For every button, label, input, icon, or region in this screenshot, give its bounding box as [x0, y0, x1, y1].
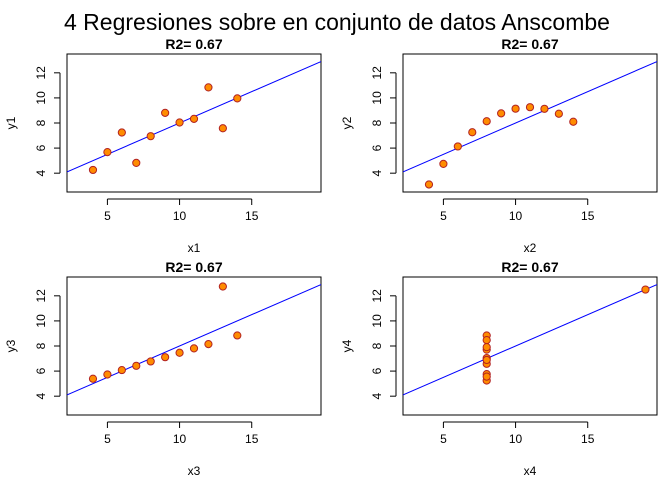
chart-2-data-point: [525, 103, 535, 112]
chart-3-y-axis-title: y3: [4, 339, 18, 352]
chart-1-data-point: [161, 108, 170, 117]
chart-2-y-tick-label: 6: [370, 144, 384, 151]
chart-2-y-axis-title: y2: [340, 116, 354, 129]
chart-1-y-tick-label: 8: [34, 119, 48, 126]
main-title: 4 Regresiones sobre en conjunto de datos…: [64, 9, 610, 35]
chart-1-data-point: [189, 114, 199, 123]
chart-2-data-point: [439, 159, 448, 168]
chart-4-y-axis-title: y4: [340, 339, 354, 352]
scatter-panel-2: R2= 0.67 5 10 15 4 6 8 10 12 x2 y2: [340, 36, 658, 255]
chart-4-y-tick-label: 4: [370, 393, 384, 400]
chart-4-x-axis-title: x4: [524, 464, 537, 478]
chart-3-data-point: [103, 370, 112, 379]
chart-2-regression-line: [403, 61, 657, 173]
chart-4-data-point: [482, 343, 491, 352]
chart-1-x-tick-label: 5: [104, 209, 111, 223]
chart-3-x-tick-label: 5: [104, 432, 111, 446]
scatter-panel-3: R2= 0.67 5 10 15 4 6 8 10 12 x3 y3: [4, 259, 322, 478]
chart-1-data-point: [233, 94, 242, 103]
chart-1-data-point: [146, 132, 155, 141]
chart-2-data-point: [540, 104, 549, 113]
chart-4-x-tick-label: 5: [440, 432, 447, 446]
chart-3-data-point: [233, 331, 242, 340]
chart-1-x-tick-label: 10: [173, 209, 187, 223]
chart-1-data-point: [103, 148, 112, 157]
chart-1-data-point: [117, 128, 126, 137]
chart-4-y-tick-label: 10: [370, 314, 384, 328]
chart-2-data-point: [511, 104, 520, 113]
chart-2-y-tick-label: 8: [370, 119, 384, 126]
chart-3-title: R2= 0.67: [165, 259, 222, 275]
chart-4-data-point: [482, 372, 491, 381]
chart-3-y-tick-label: 10: [34, 314, 48, 328]
scatter-panel-4: R2= 0.67 5 10 15 4 6 8 10 12 x4 y4: [340, 259, 658, 478]
chart-4-y-tick-label: 12: [370, 289, 384, 303]
chart-4-data-point: [482, 355, 491, 365]
chart-2-data-point: [554, 109, 563, 118]
chart-3-plot-frame: [66, 276, 322, 416]
chart-4-y-tick-label: 8: [370, 342, 384, 349]
chart-3-y-tick-label: 4: [34, 393, 48, 400]
chart-2-data-point: [497, 109, 506, 118]
chart-3-data-point: [88, 374, 98, 383]
chart-3-data-point: [189, 344, 199, 353]
chart-3-data-point: [132, 361, 141, 370]
chart-4-y-tick-label: 6: [370, 367, 384, 374]
chart-3-y-tick-label: 6: [34, 367, 48, 374]
chart-2-plot-frame: [402, 53, 658, 193]
chart-4-data-point: [641, 285, 650, 294]
chart-1-data-point: [88, 165, 98, 175]
chart-3-data-point: [175, 348, 184, 357]
chart-1-title: R2= 0.67: [165, 36, 222, 52]
chart-2-y-tick-label: 4: [370, 170, 384, 177]
chart-3-regression-line: [67, 284, 321, 396]
chart-4-data-point: [482, 336, 491, 345]
chart-2-data-point: [453, 142, 462, 151]
chart-2-y-tick-label: 12: [370, 66, 384, 80]
chart-4-plot-frame: [402, 276, 658, 416]
chart-1-x-axis-title: x1: [188, 241, 201, 255]
chart-3-x-tick-label: 15: [245, 432, 259, 446]
chart-2-title: R2= 0.67: [501, 36, 558, 52]
chart-3-y-tick-label: 8: [34, 342, 48, 349]
chart-1-data-point: [218, 124, 227, 133]
chart-4-regression-line: [403, 284, 657, 396]
chart-2-x-axis-title: x2: [524, 241, 537, 255]
chart-1-data-point: [175, 118, 184, 127]
chart-4-title: R2= 0.67: [501, 259, 558, 275]
chart-1-data-point: [132, 158, 141, 167]
chart-3-data-point: [218, 282, 227, 291]
chart-3-data-point: [146, 357, 155, 366]
chart-2-x-tick-label: 10: [509, 209, 523, 223]
chart-1-x-tick-label: 15: [245, 209, 259, 223]
chart-1-y-tick-label: 12: [34, 66, 48, 80]
chart-3-y-tick-label: 12: [34, 289, 48, 303]
chart-1-plot-frame: [66, 53, 322, 193]
chart-2-data-point: [424, 180, 434, 189]
chart-2-data-point: [468, 128, 477, 137]
chart-1-y-tick-label: 10: [34, 91, 48, 105]
chart-3-x-axis-title: x3: [188, 464, 201, 478]
chart-1-data-point: [204, 83, 213, 92]
chart-1-y-axis-title: y1: [4, 116, 18, 129]
chart-4-x-tick-label: 15: [581, 432, 595, 446]
chart-2-data-point: [569, 117, 578, 126]
chart-2-x-tick-label: 5: [440, 209, 447, 223]
chart-2-data-point: [482, 117, 491, 126]
chart-2-y-tick-label: 10: [370, 91, 384, 105]
chart-4-x-tick-label: 10: [509, 432, 523, 446]
chart-3-x-tick-label: 10: [173, 432, 187, 446]
chart-1-y-tick-label: 6: [34, 144, 48, 151]
scatter-panel-1: R2= 0.67 5 10 15 4 6 8 10 12 x1 y1: [4, 36, 322, 255]
chart-3-data-point: [204, 340, 213, 349]
chart-1-y-tick-label: 4: [34, 170, 48, 177]
chart-3-data-point: [117, 365, 126, 375]
chart-3-data-point: [161, 353, 170, 362]
chart-2-x-tick-label: 15: [581, 209, 595, 223]
